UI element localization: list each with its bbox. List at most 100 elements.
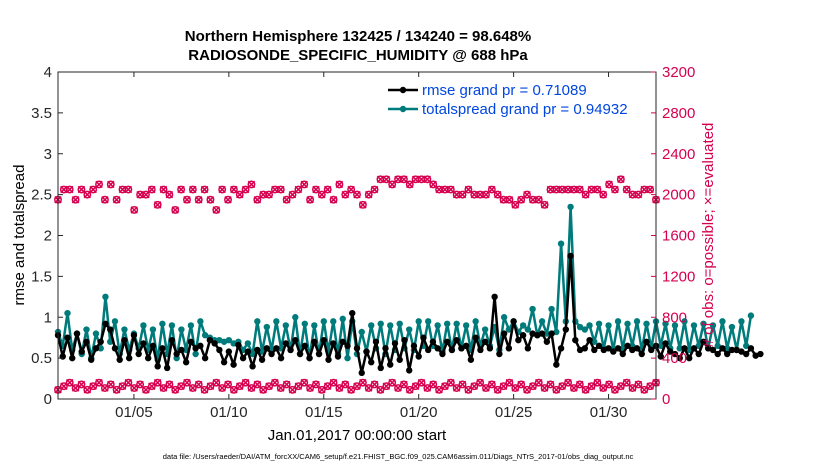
- obs-evaluated-point: [171, 206, 179, 214]
- obs-low-evaluated-point: [194, 380, 203, 389]
- spread-point: [168, 322, 176, 329]
- rmse-point: [296, 350, 304, 358]
- obs-possible-point: [511, 200, 520, 209]
- obs-low-evaluated-point: [83, 386, 92, 394]
- obs-low-evaluated-point: [177, 382, 185, 390]
- obs-evaluated-point: [558, 185, 566, 194]
- obs-low-evaluated-point: [482, 384, 490, 392]
- obs-possible-point: [183, 195, 191, 204]
- spread-point: [197, 318, 204, 325]
- rmse-point: [524, 345, 532, 352]
- spread-point: [719, 318, 726, 325]
- chart-title-line1: Northern Hemisphere 132425 / 134240 = 98…: [185, 28, 531, 45]
- obs-possible-point: [224, 195, 232, 204]
- spread-point: [581, 326, 589, 333]
- spread-point: [728, 323, 736, 331]
- obs-low-evaluated-point: [183, 378, 191, 387]
- obs-low-evaluated-point: [148, 382, 156, 390]
- rmse-point: [102, 320, 109, 327]
- obs-low-evaluated-point: [118, 382, 127, 390]
- obs-low-possible-point: [270, 378, 279, 387]
- obs-possible-point: [464, 185, 473, 194]
- rmse-point: [78, 348, 85, 355]
- obs-evaluated-point: [177, 185, 185, 194]
- rmse-point: [595, 342, 603, 350]
- obs-evaluated-point: [230, 185, 238, 194]
- obs-evaluated-point: [435, 185, 443, 194]
- obs-possible-point: [593, 185, 602, 194]
- spread-point: [529, 305, 536, 313]
- obs-evaluated-point: [587, 185, 596, 194]
- obs-low-evaluated-point: [265, 382, 273, 390]
- obs-evaluated-point: [95, 180, 103, 189]
- spread-point: [358, 328, 365, 336]
- obs-evaluated-point: [259, 190, 267, 199]
- obs-low-evaluated-point: [200, 386, 209, 394]
- spread-point: [614, 318, 622, 325]
- spread-point: [344, 354, 351, 362]
- rmse-point: [206, 336, 214, 344]
- rmse-point: [387, 361, 394, 368]
- obs-low-evaluated-point: [499, 382, 508, 390]
- y-right-tick-label: 1200: [662, 268, 695, 285]
- obs-low-evaluated-point: [312, 380, 320, 389]
- rmse-point: [747, 345, 755, 352]
- rmse-point: [111, 345, 119, 352]
- obs-evaluated-point: [540, 201, 549, 209]
- obs-low-possible-point: [505, 378, 514, 387]
- rmse-point: [538, 330, 546, 337]
- obs-low-possible-point: [183, 378, 191, 387]
- obs-low-possible-point: [253, 380, 262, 389]
- obs-evaluated-point: [493, 190, 502, 199]
- obs-evaluated-point: [634, 190, 643, 199]
- obs-low-evaluated-point: [388, 378, 396, 387]
- rmse-point: [581, 345, 589, 352]
- rmse-point: [121, 336, 128, 344]
- obs-low-evaluated-point: [341, 380, 350, 389]
- obs-low-evaluated-point: [189, 384, 197, 392]
- obs-low-possible-point: [534, 378, 543, 387]
- obs-possible-point: [611, 185, 619, 194]
- obs-low-evaluated-point: [364, 384, 373, 392]
- obs-evaluated-point: [224, 196, 232, 204]
- rmse-point: [429, 338, 437, 345]
- obs-evaluated-point: [277, 185, 285, 194]
- obs-evaluated-point: [417, 175, 426, 184]
- obs-evaluated-point: [60, 185, 68, 194]
- spread-point: [387, 322, 394, 329]
- obs-evaluated-point: [470, 190, 478, 199]
- rmse-point: [676, 354, 683, 362]
- obs-low-evaluated-point: [400, 380, 408, 389]
- obs-low-evaluated-point: [224, 380, 232, 389]
- obs-low-possible-point: [358, 378, 367, 387]
- obs-evaluated-point: [148, 185, 156, 194]
- obs-low-evaluated-point: [95, 378, 103, 387]
- obs-possible-point: [194, 195, 203, 204]
- rmse-point: [239, 354, 247, 362]
- obs-low-possible-point: [487, 380, 496, 389]
- obs-evaluated-point: [523, 190, 531, 199]
- obs-evaluated-point: [83, 190, 92, 199]
- rmse-point: [681, 345, 688, 352]
- obs-possible-point: [188, 185, 197, 194]
- spread-point: [149, 326, 157, 333]
- obs-low-possible-point: [124, 378, 133, 387]
- spread-point: [505, 326, 513, 333]
- rmse-point: [491, 293, 498, 301]
- obs-possible-point: [159, 185, 168, 194]
- rmse-point: [439, 350, 446, 358]
- obs-evaluated-point: [382, 175, 391, 184]
- obs-low-possible-point: [388, 378, 397, 387]
- obs-possible-point: [89, 185, 98, 194]
- spread-point: [586, 322, 593, 329]
- rmse-point: [69, 354, 76, 362]
- obs-evaluated-point: [253, 196, 262, 204]
- obs-evaluated-point: [265, 190, 273, 199]
- rmse-point: [719, 345, 726, 352]
- obs-possible-point: [294, 185, 303, 194]
- obs-possible-point: [241, 185, 250, 194]
- rmse-point: [510, 318, 517, 325]
- obs-low-evaluated-point: [646, 382, 654, 390]
- obs-low-evaluated-point: [611, 386, 619, 394]
- rmse-point: [496, 350, 503, 358]
